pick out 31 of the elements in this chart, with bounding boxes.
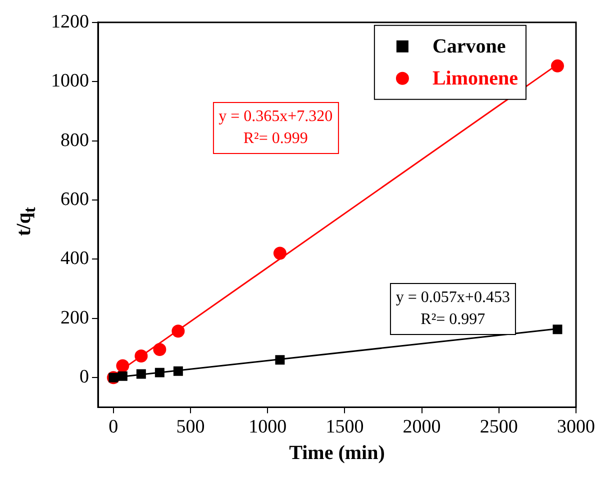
point xyxy=(134,349,148,362)
x-tick-label: 2500 xyxy=(480,416,518,438)
point xyxy=(173,366,183,376)
x-tick-label: 1000 xyxy=(248,416,287,438)
x-tick-label: 500 xyxy=(176,416,205,438)
point xyxy=(118,371,128,381)
x-tick-label: 1500 xyxy=(326,416,364,438)
x-axis-title: Time (min) xyxy=(289,442,385,464)
point xyxy=(116,359,130,372)
legend-label: Limonene xyxy=(432,68,518,90)
point xyxy=(172,324,185,338)
y-tick-label: 0 xyxy=(80,366,89,388)
x-tick-label: 2000 xyxy=(402,416,441,438)
x-tick-label: 0 xyxy=(108,416,118,438)
y-tick-label: 1000 xyxy=(51,70,89,92)
y-tick-label: 800 xyxy=(60,130,89,151)
point xyxy=(273,246,286,260)
point xyxy=(550,59,564,72)
x-tick-label: 3000 xyxy=(557,416,595,438)
y-tick-label: 600 xyxy=(60,188,89,210)
point xyxy=(552,324,562,334)
y-tick-label: 400 xyxy=(60,248,89,270)
point xyxy=(153,342,166,356)
y-tick-label: 1200 xyxy=(51,11,89,32)
annotation: y = 0.057x+0.453 R²= 0.997 xyxy=(390,282,516,335)
point xyxy=(136,369,146,379)
annotation: y = 0.365x+7.320 R²= 0.999 xyxy=(212,102,339,154)
legend-label: Carvone xyxy=(432,36,506,58)
point xyxy=(154,368,164,378)
y-tick-label: 200 xyxy=(60,307,89,328)
point xyxy=(275,355,285,365)
